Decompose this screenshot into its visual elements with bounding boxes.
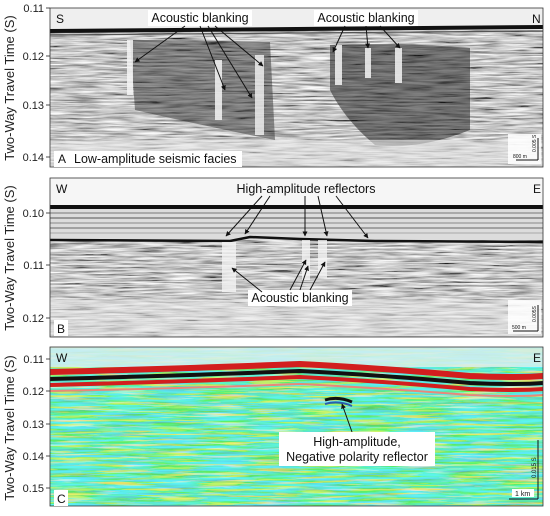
panel-a-annotation-1: Acoustic blanking: [151, 11, 248, 25]
panel-c: 0.11 0.12 0.13 0.14 0.15 W E High-amplit…: [23, 346, 544, 507]
panel-c-ytick-label: 0.12: [23, 386, 44, 398]
panel-c-ytick-3: 0.14: [23, 451, 50, 463]
panel-a-ytick-label: 0.13: [23, 100, 44, 112]
panel-c-annotation-box: [279, 432, 435, 466]
panel-a-scale-v-label: 0.005 S: [532, 134, 538, 152]
panel-b-ytick-label: 0.12: [23, 313, 44, 325]
panel-c-ytick-1: 0.12: [23, 386, 50, 398]
panel-a-right-direction: N: [532, 12, 541, 26]
panel-b-reflector-arrows: [225, 195, 369, 239]
panel-b-ytick-label: 0.10: [23, 208, 44, 220]
panel-c-ytick-4: 0.15: [23, 483, 50, 495]
panel-c-scale-h-label: 1 km: [515, 491, 530, 498]
panel-c-scale-h-label-bg: [512, 489, 534, 497]
panel-a-annotation-box-2: [314, 10, 418, 26]
panel-b-scale-box: [508, 300, 541, 334]
panel-b-ylabel: Two-Way Travel Time (S): [2, 185, 17, 330]
panel-c-ytick-label: 0.15: [23, 483, 44, 495]
panel-b-ytick-1: 0.11: [23, 260, 50, 272]
panel-a-ytick-2: 0.13: [23, 100, 50, 112]
panel-b-blanking-arrows: [231, 259, 326, 293]
panel-b-ytick-2: 0.12: [23, 313, 50, 325]
panel-a-ytick-3: 0.14: [23, 152, 50, 164]
panel-b-right-direction: E: [533, 182, 541, 196]
panel-c-annotation-line-2: Negative polarity reflector: [286, 450, 428, 464]
panel-a-ylabel: Two-Way Travel Time (S): [2, 15, 17, 160]
panel-a-caption: Low-amplitude seismic facies: [74, 152, 237, 166]
panel-a-ytick-label: 0.12: [23, 51, 44, 63]
panel-c-seismic-image: [50, 347, 543, 506]
panel-b-scale-h-label: 500 m: [512, 325, 526, 331]
panel-c-ytick-label: 0.11: [23, 354, 44, 366]
panel-c-annotation-line-1: High-amplitude,: [313, 435, 401, 449]
panel-c-letter-box: [54, 490, 68, 506]
panel-c-ytick-0: 0.11: [23, 354, 50, 366]
panel-c-ytick-label: 0.14: [23, 451, 44, 463]
panel-c-left-direction: W: [56, 351, 68, 365]
panel-a: 0.11 0.12 0.13 0.14 S N Acoustic blankin…: [23, 3, 544, 168]
panel-a-scale-h-label: 800 m: [513, 154, 527, 160]
panel-b-annotation-2: Acoustic blanking: [251, 291, 348, 305]
panel-a-seismic-image: [50, 8, 543, 167]
panel-b-scale-v-label: 0.005S: [532, 305, 538, 322]
panel-a-caption-box: [54, 151, 242, 167]
panel-a-left-direction: S: [56, 12, 64, 26]
panel-a-annotation-2: Acoustic blanking: [317, 11, 414, 25]
panel-a-ytick-label: 0.14: [23, 152, 44, 164]
panel-b-annotation-box-2: [248, 290, 352, 306]
panel-b-letter-box: [54, 320, 68, 336]
panel-c-ylabel: Two-Way Travel Time (S): [2, 355, 17, 500]
panel-b-left-direction: W: [56, 182, 68, 196]
panel-c-right-direction: E: [533, 351, 541, 365]
panel-a-ytick-label: 0.11: [23, 3, 44, 15]
panel-c-ytick-label: 0.13: [23, 419, 44, 431]
panel-b-annotation-1: High-amplitude reflectors: [237, 182, 376, 196]
panel-b-letter: B: [57, 322, 65, 336]
panel-b-ytick-0: 0.10: [23, 208, 50, 220]
panel-a-annotation-box-1: [148, 10, 252, 26]
panel-c-scale-v-label: 0.015 S: [532, 457, 538, 478]
panel-a-letter: A: [58, 152, 66, 166]
panel-a-ytick-1: 0.12: [23, 51, 50, 63]
panel-b: 0.10 0.11 0.12 W E High-amplitude reflec…: [23, 177, 544, 338]
panel-b-ytick-label: 0.11: [23, 260, 44, 272]
panel-a-arrows: [134, 25, 401, 99]
panel-a-ytick-0: 0.11: [23, 3, 50, 15]
panel-b-seismic-image: [50, 178, 543, 337]
panel-c-ytick-2: 0.13: [23, 419, 50, 431]
panel-c-letter: C: [57, 492, 66, 506]
panel-a-scale-box: [508, 134, 541, 164]
panel-c-reflector-arrow: [341, 403, 353, 433]
